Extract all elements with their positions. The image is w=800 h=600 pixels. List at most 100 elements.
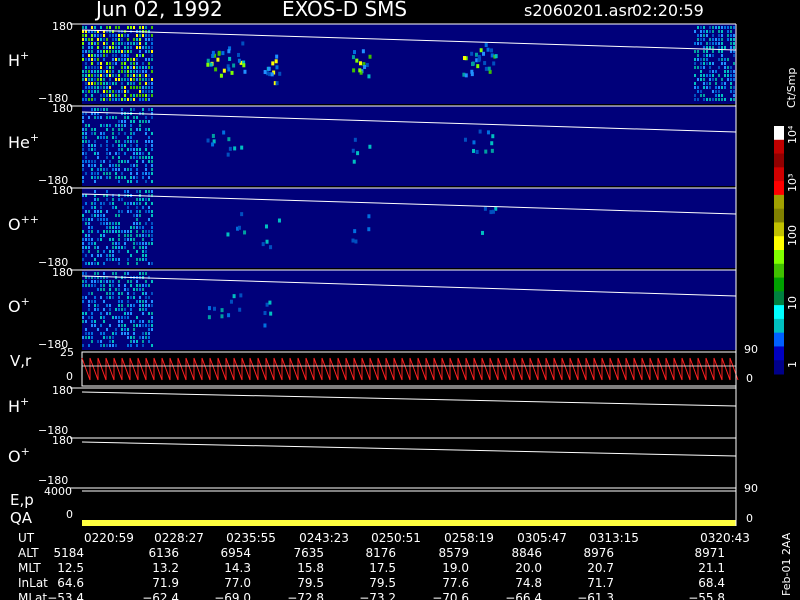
spec-cell <box>367 74 371 79</box>
spec-cell <box>88 50 90 53</box>
spec-cell <box>489 210 493 215</box>
spec-cell <box>106 328 108 331</box>
spec-cell <box>211 133 215 138</box>
spec-cell <box>88 54 90 57</box>
spec-cell <box>118 222 120 225</box>
spec-cell <box>85 152 87 155</box>
spec-cell <box>697 26 699 29</box>
spec-cell <box>694 58 696 61</box>
spec-cell <box>112 74 114 77</box>
spec-cell <box>130 168 132 171</box>
spec-cell <box>121 210 123 213</box>
spec-cell <box>709 70 711 73</box>
spec-cell <box>88 90 90 93</box>
ephem-cell: 77.0 <box>224 576 251 590</box>
spec-cell <box>112 46 114 49</box>
spec-cell <box>118 258 120 261</box>
spec-cell <box>475 58 479 63</box>
spec-cell <box>151 164 153 167</box>
spec-cell <box>715 98 717 101</box>
spec-cell <box>82 128 84 131</box>
spec-cell <box>100 332 102 335</box>
spec-cell <box>82 140 84 143</box>
vr-right-bot: 0 <box>746 372 753 385</box>
spec-cell <box>124 176 126 179</box>
spec-cell <box>145 304 147 307</box>
spec-cell <box>127 312 129 315</box>
spec-cell <box>91 108 93 111</box>
spec-cell <box>130 234 132 237</box>
spec-cell <box>697 98 699 101</box>
spec-cell <box>97 50 99 53</box>
spec-cell <box>484 43 488 48</box>
spec-cell <box>97 156 99 159</box>
spec-cell <box>91 280 93 283</box>
spec-cell <box>151 116 153 119</box>
spec-cell <box>151 242 153 245</box>
spec-cell <box>730 50 732 53</box>
spec-cell <box>127 98 129 101</box>
spec-cell <box>145 336 147 339</box>
ephem-cell: 77.6 <box>442 576 469 590</box>
spec-cell <box>103 262 105 265</box>
spec-cell <box>724 98 726 101</box>
spec-cell <box>82 280 84 283</box>
spec-cell <box>91 312 93 315</box>
spec-cell <box>142 86 144 89</box>
spec-cell <box>100 202 102 205</box>
spec-cell <box>124 54 126 57</box>
ep-right-top: 90 <box>744 482 758 495</box>
spec-cell <box>127 38 129 41</box>
ephem-cell: −72.8 <box>287 591 324 600</box>
spec-cell <box>142 242 144 245</box>
spec-cell <box>478 56 482 61</box>
spec-cell <box>109 70 111 73</box>
spec-cell <box>115 46 117 49</box>
spec-cell <box>112 82 114 85</box>
spec-cell <box>237 52 241 57</box>
spec-cell <box>133 336 135 339</box>
spec-cell <box>112 332 114 335</box>
spec-cell <box>712 78 714 81</box>
spec-cell <box>85 202 87 205</box>
spec-cell <box>703 26 705 29</box>
spec-cell <box>94 300 96 303</box>
spec-cell <box>206 58 210 63</box>
spec-cell <box>91 284 93 287</box>
spec-cell <box>703 62 705 65</box>
spec-cell <box>106 86 108 89</box>
spec-cell <box>148 328 150 331</box>
spec-cell <box>151 50 153 53</box>
spec-cell <box>94 132 96 135</box>
spec-cell <box>706 46 708 49</box>
spec-cell <box>709 38 711 41</box>
spec-cell <box>130 164 132 167</box>
spec-cell <box>145 258 147 261</box>
spec-cell <box>733 62 735 65</box>
spec-cell <box>145 42 147 45</box>
spec-cell <box>472 148 476 153</box>
panel-label-2: He+ <box>8 131 39 152</box>
spec-cell <box>142 98 144 101</box>
spec-cell <box>130 86 132 89</box>
spec-cell <box>133 62 135 65</box>
spec-cell <box>142 172 144 175</box>
panel-label-4: O+ <box>8 295 30 316</box>
spec-cell <box>118 132 120 135</box>
spec-cell <box>721 50 723 53</box>
spec-cell <box>145 70 147 73</box>
spec-cell <box>94 148 96 151</box>
spec-cell <box>85 328 87 331</box>
spec-cell <box>145 284 147 287</box>
ephem-cell: 0313:15 <box>589 531 639 545</box>
spec-cell <box>151 234 153 237</box>
spec-cell <box>97 74 99 77</box>
spec-cell <box>109 296 111 299</box>
spec-cell <box>103 58 105 61</box>
spec-cell <box>151 78 153 81</box>
spec-cell <box>91 202 93 205</box>
spec-cell <box>94 190 96 193</box>
lower-label-sup: + <box>21 445 30 458</box>
spec-cell <box>100 116 102 119</box>
spec-cell <box>148 340 150 343</box>
